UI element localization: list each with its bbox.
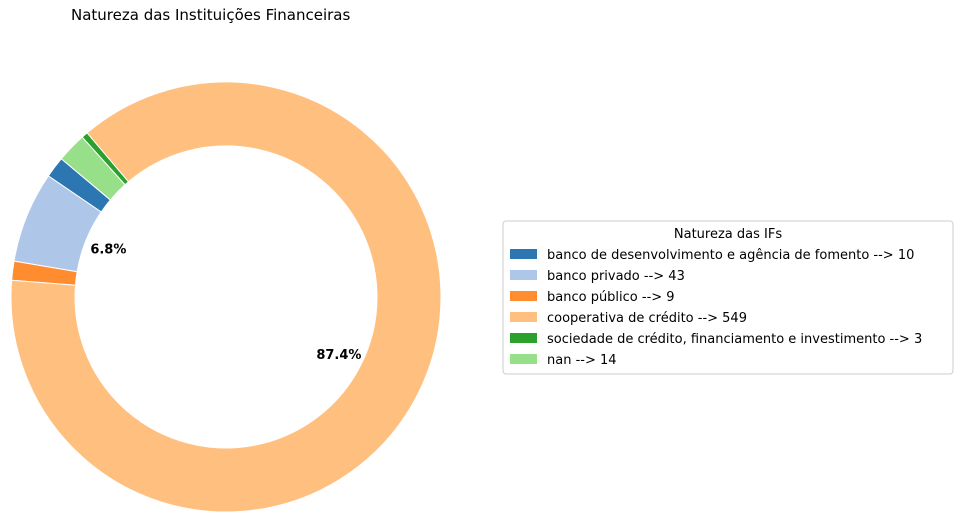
legend-frame: [502, 220, 954, 375]
legend-label-banco-de-desenvolvimento-e-agencia-de-fomento: banco de desenvolvimento e agência de fo…: [547, 248, 914, 263]
legend-swatch-banco-de-desenvolvimento-e-agencia-de-fomento: [510, 249, 537, 259]
legend-label-banco-publico: banco público --> 9: [547, 290, 675, 305]
slice-nan: [60, 136, 126, 201]
percent-label-cooperativa-de-credito: 87.4%: [316, 348, 361, 363]
percent-label-banco-privado: 6.8%: [90, 243, 126, 258]
legend-label-cooperativa-de-credito: cooperativa de crédito --> 549: [547, 311, 747, 326]
legend: Natureza das IFs banco de desenvolviment…: [502, 220, 954, 375]
legend-title: Natureza das IFs: [674, 227, 782, 242]
chart-title: Natureza das Instituições Financeiras: [71, 6, 350, 24]
legend-label-nan: nan --> 14: [547, 353, 617, 368]
legend-swatch-cooperativa-de-credito: [510, 312, 537, 322]
legend-swatch-sociedade-de-credito-financiamento-e-investimento: [510, 333, 537, 343]
legend-label-banco-privado: banco privado --> 43: [547, 269, 685, 284]
donut-slices: [10, 81, 442, 512]
percent-labels: 6.8% 87.4%: [90, 243, 361, 363]
legend-items: banco de desenvolvimento e agência de fo…: [510, 248, 922, 368]
legend-swatch-nan: [510, 354, 537, 364]
legend-swatch-banco-publico: [510, 291, 537, 301]
legend-label-sociedade-de-credito-financiamento-e-investimento: sociedade de crédito, financiamento e in…: [547, 332, 922, 347]
legend-swatch-banco-privado: [510, 270, 537, 280]
